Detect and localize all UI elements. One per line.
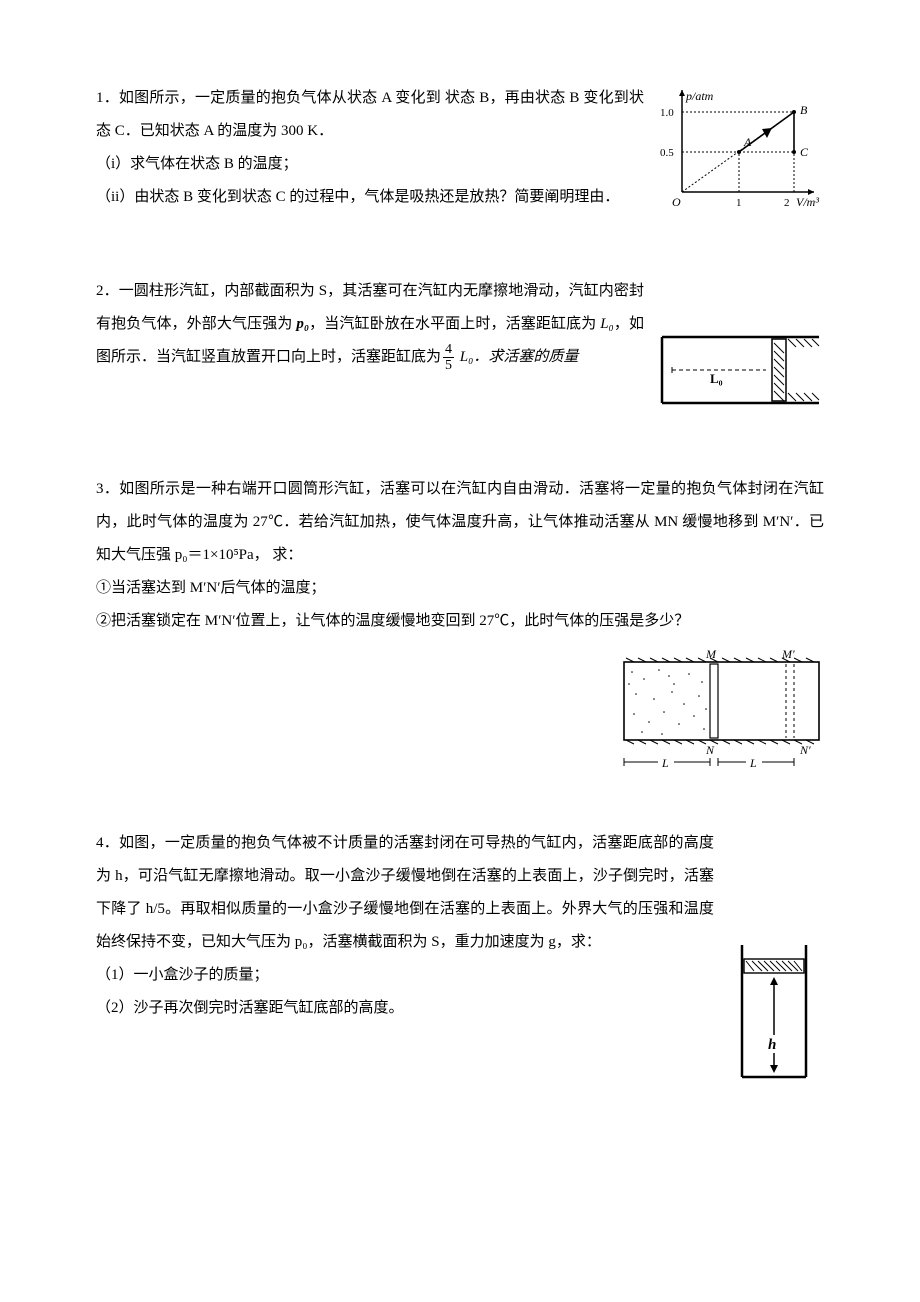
- point-b-label: B: [800, 103, 808, 117]
- y-axis-label: p/atm: [685, 89, 714, 103]
- origin-label: O: [672, 195, 681, 209]
- fraction-4-5: 45: [443, 342, 454, 374]
- label-n: N: [705, 743, 715, 757]
- problem-1-figure: A B C p/atm V/m³ O 1 2 0.5 1.0: [654, 82, 824, 225]
- label-np: N′: [799, 743, 811, 757]
- xtick-2: 2: [784, 197, 790, 209]
- problem-2-figure: L₀: [654, 325, 824, 428]
- ytick-10: 1.0: [660, 107, 674, 119]
- l0-label: L₀: [710, 371, 723, 386]
- horizontal-cylinder: L₀: [654, 325, 824, 415]
- problem-4-line-2: （1）一小盒沙子的质量；: [96, 959, 824, 992]
- problem-3-figure: M M′ N N′ L L: [96, 644, 824, 787]
- ytick-05: 0.5: [660, 147, 674, 159]
- problem-4-line-3: （2）沙子再次倒完时活塞距气缸底部的高度。: [96, 992, 824, 1025]
- label-l1: L: [661, 756, 669, 770]
- problem-3-line-1: 3．如图所示是一种右端开口圆筒形汽缸，活塞可以在汽缸内自由滑动．活塞将一定量的抱…: [96, 473, 824, 572]
- xtick-1: 1: [736, 197, 742, 209]
- point-c-label: C: [800, 145, 809, 159]
- piston-cylinder: M M′ N N′ L L: [614, 644, 824, 774]
- problem-3-line-2: ①当活塞达到 M′N′后气体的温度；: [96, 572, 824, 605]
- problem-3-num: 3．: [96, 481, 119, 497]
- pv-chart: A B C p/atm V/m³ O 1 2 0.5 1.0: [654, 82, 824, 212]
- problem-4-line-1: 4．如图，一定质量的抱负气体被不计质量的活塞封闭在可导热的气缸内，活塞距底部的高…: [96, 827, 824, 959]
- problem-4-num: 4．: [96, 835, 119, 851]
- problem-3-line-3: ②把活塞锁定在 M′N′位置上，让气体的温度缓慢地变回到 27℃，此时气体的压强…: [96, 605, 824, 638]
- vertical-cylinder: h: [724, 937, 824, 1087]
- point-a-label: A: [743, 135, 752, 149]
- problem-1: A B C p/atm V/m³ O 1 2 0.5 1.0 1．如图所示，一定…: [96, 82, 824, 225]
- label-m: M: [705, 647, 717, 661]
- problem-4: h 4．如图，一定质量的抱负气体被不计质量的活塞封闭在可导热的气缸内，活塞距底部…: [96, 827, 824, 1100]
- x-axis-label: V/m³: [796, 195, 819, 209]
- problem-2: L₀ 2．一圆柱形汽缸，内部截面积为 S，其活塞可在汽缸内无摩擦地滑动，汽缸内密…: [96, 275, 824, 428]
- label-l2: L: [749, 756, 757, 770]
- problem-4-figure: h: [724, 937, 824, 1100]
- label-h: h: [768, 1037, 776, 1053]
- problem-1-num: 1．: [96, 90, 119, 106]
- problem-2-num: 2．: [96, 283, 119, 299]
- label-mp: M′: [781, 647, 795, 661]
- problem-3: 3．如图所示是一种右端开口圆筒形汽缸，活塞可以在汽缸内自由滑动．活塞将一定量的抱…: [96, 473, 824, 787]
